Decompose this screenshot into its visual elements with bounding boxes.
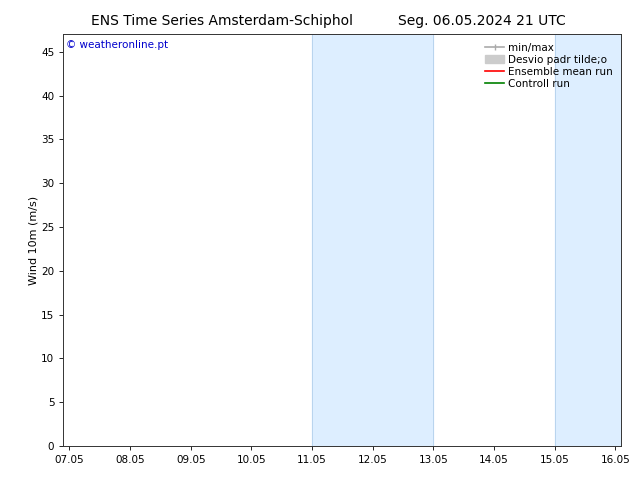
Legend: min/max, Desvio padr tilde;o, Ensemble mean run, Controll run: min/max, Desvio padr tilde;o, Ensemble m… bbox=[482, 40, 616, 92]
Text: ENS Time Series Amsterdam-Schiphol: ENS Time Series Amsterdam-Schiphol bbox=[91, 14, 353, 28]
Y-axis label: Wind 10m (m/s): Wind 10m (m/s) bbox=[29, 196, 38, 285]
Text: Seg. 06.05.2024 21 UTC: Seg. 06.05.2024 21 UTC bbox=[398, 14, 566, 28]
Bar bbox=[312, 34, 433, 446]
Text: © weatheronline.pt: © weatheronline.pt bbox=[66, 41, 168, 50]
Bar bbox=[555, 34, 621, 446]
